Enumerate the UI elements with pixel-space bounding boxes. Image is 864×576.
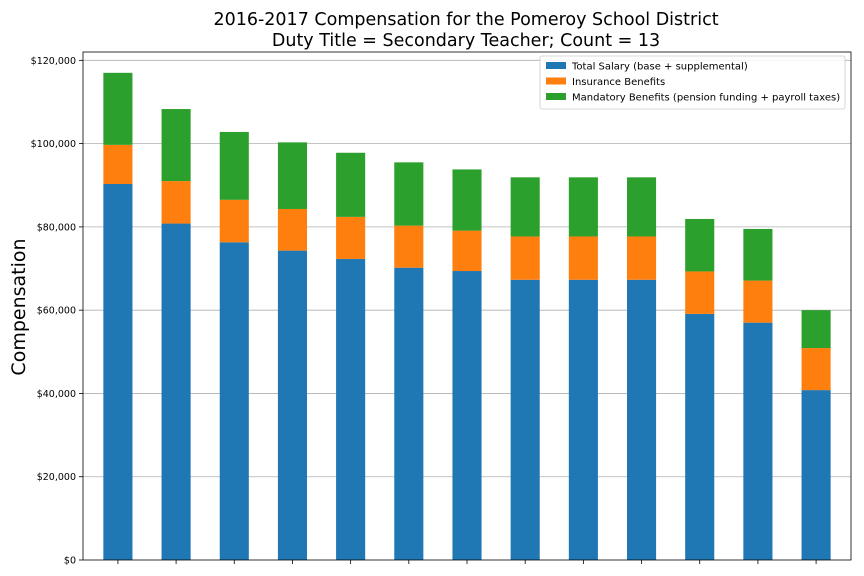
bar-segment-2-6 [394,225,424,268]
bar-segment-3-3 [219,131,249,200]
legend-label-2: Insurance Benefits [572,77,665,88]
bar-segment-1-9 [568,279,598,560]
axes: $0 $20,000 $40,000 $60,000 $80,000 $100,000 $1… [31,51,852,567]
bar-segment-1-7 [452,271,482,560]
bar-segment-1-8 [510,279,540,560]
bar-segment-2-13 [801,348,831,391]
legend-label-3: Mandatory Benefits (pension funding + pa… [572,93,840,104]
bar-segment-3-10 [627,177,657,237]
bar-segment-1-2 [161,223,191,561]
y-tick-label: $60,000 [37,306,76,317]
y-axis-label: Compensation [8,238,30,375]
bar-segment-1-3 [219,242,249,560]
bar-segment-3-1 [103,72,133,145]
bar-segment-2-10 [627,236,657,280]
bar-segment-1-5 [336,258,366,560]
legend: Total Salary (base + supplemental) Insura… [539,55,846,110]
legend-label-1: Total Salary (base + supplemental) [571,62,748,73]
bar-segment-1-12 [743,322,773,560]
bar-segment-3-9 [568,177,598,237]
y-tick-label: $80,000 [37,222,76,233]
bar-segment-3-8 [510,177,540,237]
legend-swatch-1 [546,62,566,69]
bar-segment-2-2 [161,181,191,224]
bar-segment-2-12 [743,280,773,323]
y-tick-label: $120,000 [31,56,76,67]
y-tick-label: $0 [64,556,76,567]
bar-segment-3-4 [277,142,307,209]
legend-swatch-3 [546,93,566,100]
bar-segment-2-5 [336,216,366,259]
bar-segment-3-11 [685,218,715,272]
y-tick-label: $40,000 [37,389,76,400]
bar-segment-2-9 [568,236,598,280]
bar-segment-3-6 [394,162,424,226]
plot-frame [82,51,852,561]
bar-segment-3-12 [743,228,773,281]
bar-segment-3-13 [801,310,831,349]
bars [103,72,831,561]
bar-segment-2-11 [685,271,715,314]
bar-segment-1-1 [103,183,133,561]
bar-segment-3-2 [161,109,191,182]
bar-segment-3-7 [452,169,482,231]
bar-segment-2-8 [510,236,540,280]
bar-segment-1-6 [394,267,424,560]
bar-segment-2-7 [452,230,482,272]
y-tick-label: $20,000 [37,472,76,483]
y-tick-label: $100,000 [31,139,76,150]
legend-swatch-2 [546,77,566,85]
bar-segment-1-13 [801,390,831,560]
bar-segment-2-1 [103,144,133,184]
bar-segment-1-11 [685,313,715,560]
legend-box [539,55,846,110]
chart-title-line2: Duty Title = Secondary Teacher; Count = … [272,31,660,51]
bar-segment-2-3 [219,199,249,243]
chart-title-line1: 2016-2017 Compensation for the Pomeroy S… [213,10,718,30]
bar-segment-3-5 [336,152,366,217]
bar-segment-1-4 [277,250,307,560]
bar-segment-1-10 [627,279,657,560]
bar-segment-2-4 [277,208,307,251]
